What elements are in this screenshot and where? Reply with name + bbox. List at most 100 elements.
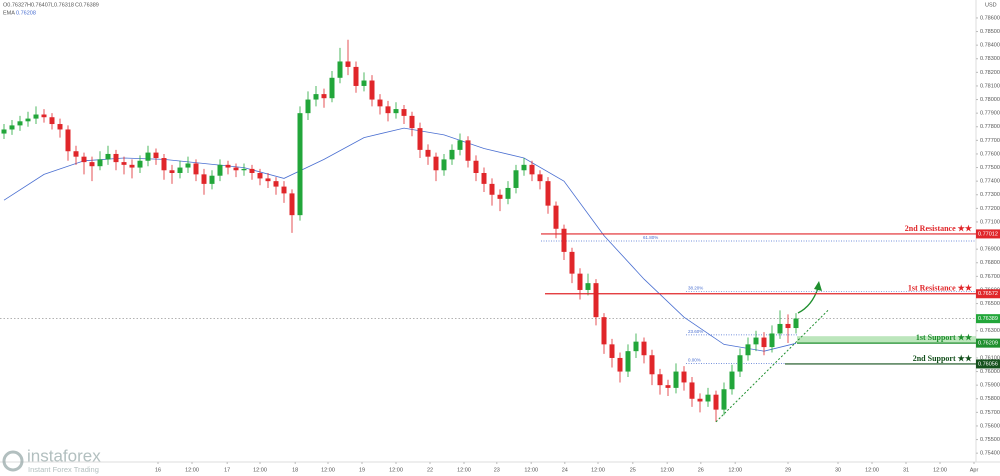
candle-body — [513, 170, 519, 188]
candle-body — [577, 273, 583, 290]
y-tick-label: 0.75900 — [980, 383, 1000, 389]
candle-body — [753, 337, 759, 345]
x-tick-label: 22 — [427, 467, 433, 473]
candle-body — [729, 371, 735, 390]
candle-body — [209, 175, 215, 184]
x-tick-label: 30 — [835, 467, 841, 473]
candle-body — [673, 371, 679, 388]
y-tick-label: 0.78300 — [980, 56, 1000, 62]
candle-body — [153, 152, 159, 159]
y-tick-label: 0.76900 — [980, 247, 1000, 253]
y-tick-label: 0.75600 — [980, 423, 1000, 429]
level-price-box — [976, 338, 1000, 348]
y-tick-label: 0.75700 — [980, 410, 1000, 416]
y-tick-label: 0.75500 — [980, 437, 1000, 443]
y-tick-label: 0.76700 — [980, 274, 1000, 280]
candle-body — [585, 283, 591, 290]
candle-body — [225, 164, 231, 168]
candle-body — [553, 205, 559, 229]
candle-body — [17, 121, 23, 126]
candle-body — [657, 374, 663, 386]
level-price: 0.76209 — [978, 341, 998, 347]
candle-body — [345, 61, 351, 67]
candle-body — [241, 168, 247, 171]
candle-body — [329, 77, 335, 99]
y-tick-label: 0.76100 — [980, 355, 1000, 361]
candle-body — [465, 140, 471, 161]
candle-body — [705, 394, 711, 402]
y-tick-label: 0.77300 — [980, 192, 1000, 198]
candle-body — [97, 159, 103, 167]
candle-body — [313, 94, 319, 100]
arrow-head — [814, 281, 822, 291]
level-price-box — [976, 359, 1000, 369]
candle-body — [129, 164, 135, 168]
fib-label: 38.20% — [688, 286, 703, 291]
candle-body — [73, 151, 79, 157]
y-tick-label: 0.78000 — [980, 97, 1000, 103]
currency: USD — [985, 2, 997, 8]
candle-body — [601, 317, 607, 345]
last-price-label: 0.76389 — [978, 316, 998, 322]
y-tick-label: 0.77900 — [980, 111, 1000, 117]
candle-body — [537, 174, 543, 182]
candle-body — [737, 355, 743, 372]
candle-body — [409, 115, 415, 129]
y-tick-label: 0.77200 — [980, 206, 1000, 212]
x-tick-label: 12:00 — [524, 467, 538, 473]
x-tick-label: 12:00 — [389, 467, 403, 473]
y-tick-label: 0.76000 — [980, 369, 1000, 375]
candle-body — [505, 187, 511, 199]
x-tick-label: 12:00 — [457, 467, 471, 473]
candle-body — [633, 341, 639, 352]
candle-body — [625, 351, 631, 372]
candle-body — [369, 80, 375, 100]
x-tick-label: 12:00 — [865, 467, 879, 473]
candle-body — [265, 178, 271, 182]
x-tick-label: 26 — [698, 467, 704, 473]
level-price-box — [976, 229, 1000, 239]
x-tick-label: 12:00 — [185, 467, 199, 473]
candle-body — [665, 385, 671, 388]
candle-body — [449, 149, 455, 160]
candle-body — [473, 160, 479, 173]
candle-body — [417, 128, 423, 150]
candle-body — [9, 125, 15, 130]
fib-label: 0.00% — [688, 358, 701, 363]
ema-value: 0.76208 — [16, 10, 36, 16]
candle-body — [777, 323, 783, 334]
candle-body — [81, 156, 87, 163]
candle-body — [233, 167, 239, 171]
header-close: C0.76389 — [75, 2, 99, 8]
candle-body — [89, 162, 95, 167]
arrow — [797, 287, 819, 314]
x-tick-label: 31 — [903, 467, 909, 473]
candle-body — [257, 172, 263, 179]
candle-body — [185, 163, 191, 168]
x-tick-label: 25 — [630, 467, 636, 473]
support-zone — [797, 336, 976, 344]
x-tick-label: 16 — [155, 467, 161, 473]
candle-body — [353, 66, 359, 86]
candle-body — [33, 114, 39, 119]
candle-body — [617, 357, 623, 372]
candle-body — [193, 163, 199, 175]
y-tick-label: 0.77700 — [980, 138, 1000, 144]
candle-body — [481, 172, 487, 184]
level-price-box — [976, 289, 1000, 299]
candle-body — [433, 156, 439, 171]
candle-body — [785, 323, 791, 329]
candle-body — [681, 371, 687, 383]
level-price: 0.76056 — [978, 361, 998, 367]
y-tick-label: 0.76500 — [980, 301, 1000, 307]
level-name: 2nd Support ★★ — [913, 354, 973, 363]
fib-label: 23.60% — [688, 329, 703, 334]
x-tick-label: 12:00 — [933, 467, 947, 473]
brand: instaforex — [27, 446, 101, 465]
candle-body — [121, 162, 127, 165]
candle-body — [593, 283, 599, 318]
level-price: 0.77012 — [978, 231, 998, 237]
candle-body — [201, 174, 207, 184]
watermark: instaforex Instant Forex Trading — [2, 446, 101, 474]
